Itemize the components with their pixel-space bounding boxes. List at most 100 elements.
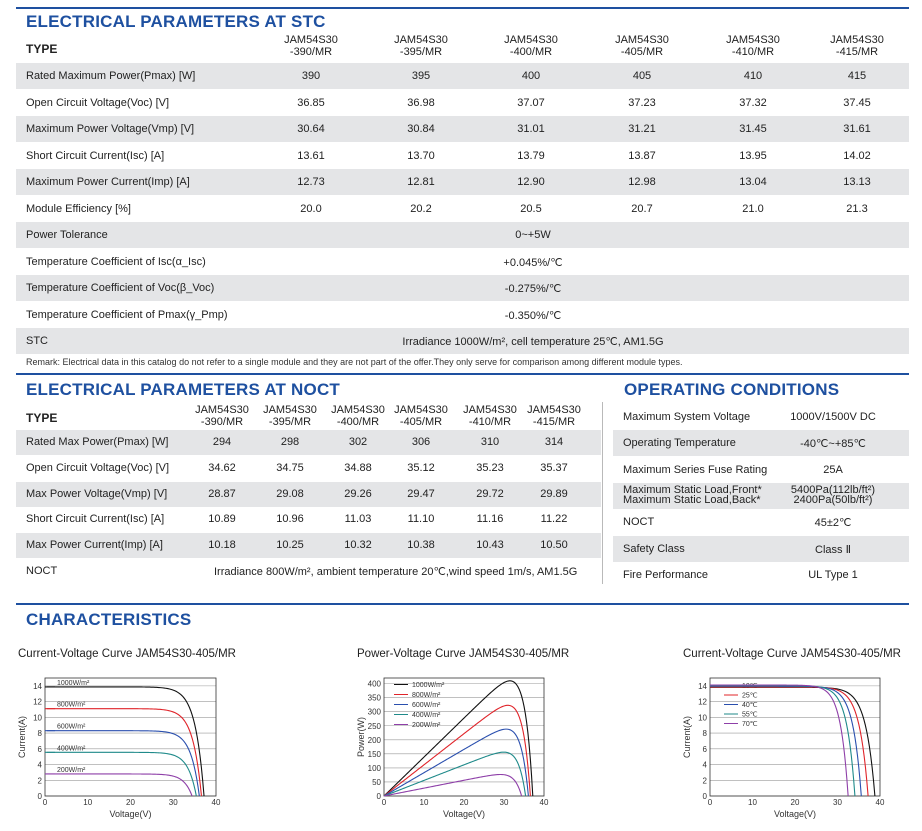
noct-table-row: Open Circuit Voltage(Voc) [V] 34.62 34.75 3… xyxy=(16,456,601,481)
model-line-1: JAM54S30 xyxy=(195,404,249,416)
y-tick-label: 2 xyxy=(703,776,708,785)
stc-row-label: STC xyxy=(26,335,48,347)
operating-value: UL Type 1 xyxy=(808,568,858,581)
legend-label: 200W/m² xyxy=(57,767,86,774)
stc-cell: 12.98 xyxy=(628,176,656,188)
noct-row-label: Open Circuit Voltage(Voc) [V] xyxy=(26,461,170,474)
operating-label: Maximum System Voltage xyxy=(623,411,751,423)
stc-span-value: 0~+5W xyxy=(515,229,551,241)
stc-cell: 31.61 xyxy=(843,123,871,135)
model-line-2: -395/MR xyxy=(399,46,443,58)
stc-table-row: Maximum Power Current(Imp) [A] 12.73 12.81… xyxy=(16,169,909,195)
noct-cell: 10.96 xyxy=(276,513,304,526)
noct-type-label: TYPE xyxy=(26,411,58,425)
operating-label: Maximum Static Load,Back* xyxy=(623,493,761,506)
y-tick-label: 200 xyxy=(368,736,382,745)
iv-temperature-chart: 0 2 4 6 8 10 12 14 0 10 20 30 40 Voltage(V) Current(A)… xyxy=(682,677,885,819)
operating-value: -40℃~+85℃ xyxy=(800,438,866,451)
model-line-2: -400/MR xyxy=(336,416,380,428)
series-line xyxy=(710,686,869,797)
noct-cell: 10.89 xyxy=(208,513,236,526)
model-line-1: JAM54S30 xyxy=(284,34,338,46)
x-tick-label: 0 xyxy=(382,798,387,807)
stc-table-row: Open Circuit Voltage(Voc) [V] 36.85 36.98 3… xyxy=(16,90,909,116)
noct-row-label: Rated Max Power(Pmax) [W] xyxy=(26,436,169,448)
x-tick-label: 0 xyxy=(708,798,713,807)
x-tick-label: 30 xyxy=(500,798,509,807)
y-tick-label: 12 xyxy=(698,698,707,707)
noct-cell: 10.38 xyxy=(407,539,435,552)
noct-cell: 29.72 xyxy=(476,487,504,500)
noct-type-row: TYPE JAM54S30 -390/MR JAM54S30 -395/MR JAM54S… xyxy=(16,402,601,432)
stc-cell: 13.87 xyxy=(628,149,656,162)
operating-row: Safety Class Class Ⅱ xyxy=(613,535,909,562)
stc-table-row: Temperature Coefficient of Voc(β_Voc) -0.… xyxy=(16,275,909,301)
stc-cell: 13.04 xyxy=(739,176,767,188)
y-tick-label: 8 xyxy=(38,729,43,738)
chart-1-title: Current-Voltage Curve JAM54S30-405/MR xyxy=(18,648,236,660)
plot-frame xyxy=(383,677,545,797)
stc-cell: 30.84 xyxy=(407,123,435,135)
noct-cell: 35.12 xyxy=(407,461,435,474)
model-line-1: JAM54S30 xyxy=(726,34,780,46)
noct-row-label: Max Power Current(Imp) [A] xyxy=(26,539,163,552)
noct-cell: 34.75 xyxy=(276,461,304,474)
noct-span-value: Irradiance 800W/m², ambient temperature … xyxy=(214,566,578,578)
legend-label: 400W/m² xyxy=(412,712,441,719)
stc-table-row: Temperature Coefficient of Isc(α_Isc) +0.… xyxy=(16,249,909,275)
noct-cell: 11.16 xyxy=(476,513,504,526)
operating-label: NOCT xyxy=(623,516,655,529)
model-line-1: JAM54S30 xyxy=(463,404,517,416)
series-line xyxy=(383,751,527,797)
legend-label: 55℃ xyxy=(742,712,758,719)
stc-row-label: Rated Maximum Power(Pmax) [W] xyxy=(26,70,196,82)
noct-cell: 34.62 xyxy=(208,461,236,474)
stc-cell: 390 xyxy=(301,70,321,82)
stc-row-label: Module Efficiency [%] xyxy=(26,202,131,215)
noct-table-row: NOCT Irradiance 800W/m², ambient temperat… xyxy=(16,559,601,584)
y-tick-label: 10 xyxy=(33,713,42,722)
stc-cell: 13.13 xyxy=(843,176,871,188)
stc-cell: 36.98 xyxy=(407,96,435,109)
x-tick-label: 10 xyxy=(83,798,92,807)
noct-title: ELECTRICAL PARAMETERS AT NOCT xyxy=(26,380,340,399)
noct-cell: 29.08 xyxy=(276,487,304,500)
characteristics-header-bar xyxy=(16,603,909,605)
stc-row-label: Short Circuit Current(Isc) [A] xyxy=(26,149,165,162)
y-axis-label: Power(W) xyxy=(356,717,366,757)
model-line-1: JAM54S30 xyxy=(263,404,317,416)
stc-table-row: Maximum Power Voltage(Vmp) [V] 30.64 30.84… xyxy=(16,116,909,142)
stc-model-header: JAM54S30 -390/MR xyxy=(284,34,338,58)
stc-cell: 13.61 xyxy=(297,149,325,162)
series-line xyxy=(710,686,876,797)
noct-cell: 29.26 xyxy=(344,487,372,500)
noct-cell: 306 xyxy=(411,436,431,448)
x-tick-label: 40 xyxy=(540,798,549,807)
stc-type-label: TYPE xyxy=(26,42,58,56)
noct-row-label: Max Power Voltage(Vmp) [V] xyxy=(26,487,168,500)
stc-cell: 405 xyxy=(632,70,652,82)
noct-cell: 310 xyxy=(480,436,500,448)
stc-cell: 37.45 xyxy=(843,96,871,109)
stc-cell: 13.70 xyxy=(407,149,435,162)
legend-label: 1000W/m² xyxy=(412,682,445,689)
stc-table-row: Rated Maximum Power(Pmax) [W] 390 395 400 40… xyxy=(16,63,909,89)
noct-model-header: JAM54S30 -410/MR xyxy=(463,404,517,428)
noct-cell: 11.22 xyxy=(540,513,568,526)
stc-cell: 37.32 xyxy=(739,96,767,109)
series-line xyxy=(45,751,197,797)
operating-value: Class Ⅱ xyxy=(815,543,851,556)
legend-label: 800W/m² xyxy=(57,702,86,709)
noct-cell: 10.18 xyxy=(208,539,236,552)
stc-span-value: +0.045%/℃ xyxy=(503,256,563,269)
stc-cell: 30.64 xyxy=(297,123,325,135)
operating-value: 2400Pa(50lb/ft²) xyxy=(793,493,873,506)
y-axis-label: Current(A) xyxy=(682,716,692,758)
operating-row: Operating Temperature -40℃~+85℃ xyxy=(613,430,909,457)
stc-cell: 12.90 xyxy=(517,176,545,188)
operating-value: 5400Pa(112lb/ft²) xyxy=(790,483,876,496)
y-tick-label: 4 xyxy=(703,761,708,770)
legend-label: 25℃ xyxy=(742,693,758,700)
pv-irradiance-chart: 0 50 100 150 200 250 300 350 400 0 10 20 30 40 Voltage… xyxy=(356,677,549,819)
noct-row-label: NOCT xyxy=(26,565,58,577)
